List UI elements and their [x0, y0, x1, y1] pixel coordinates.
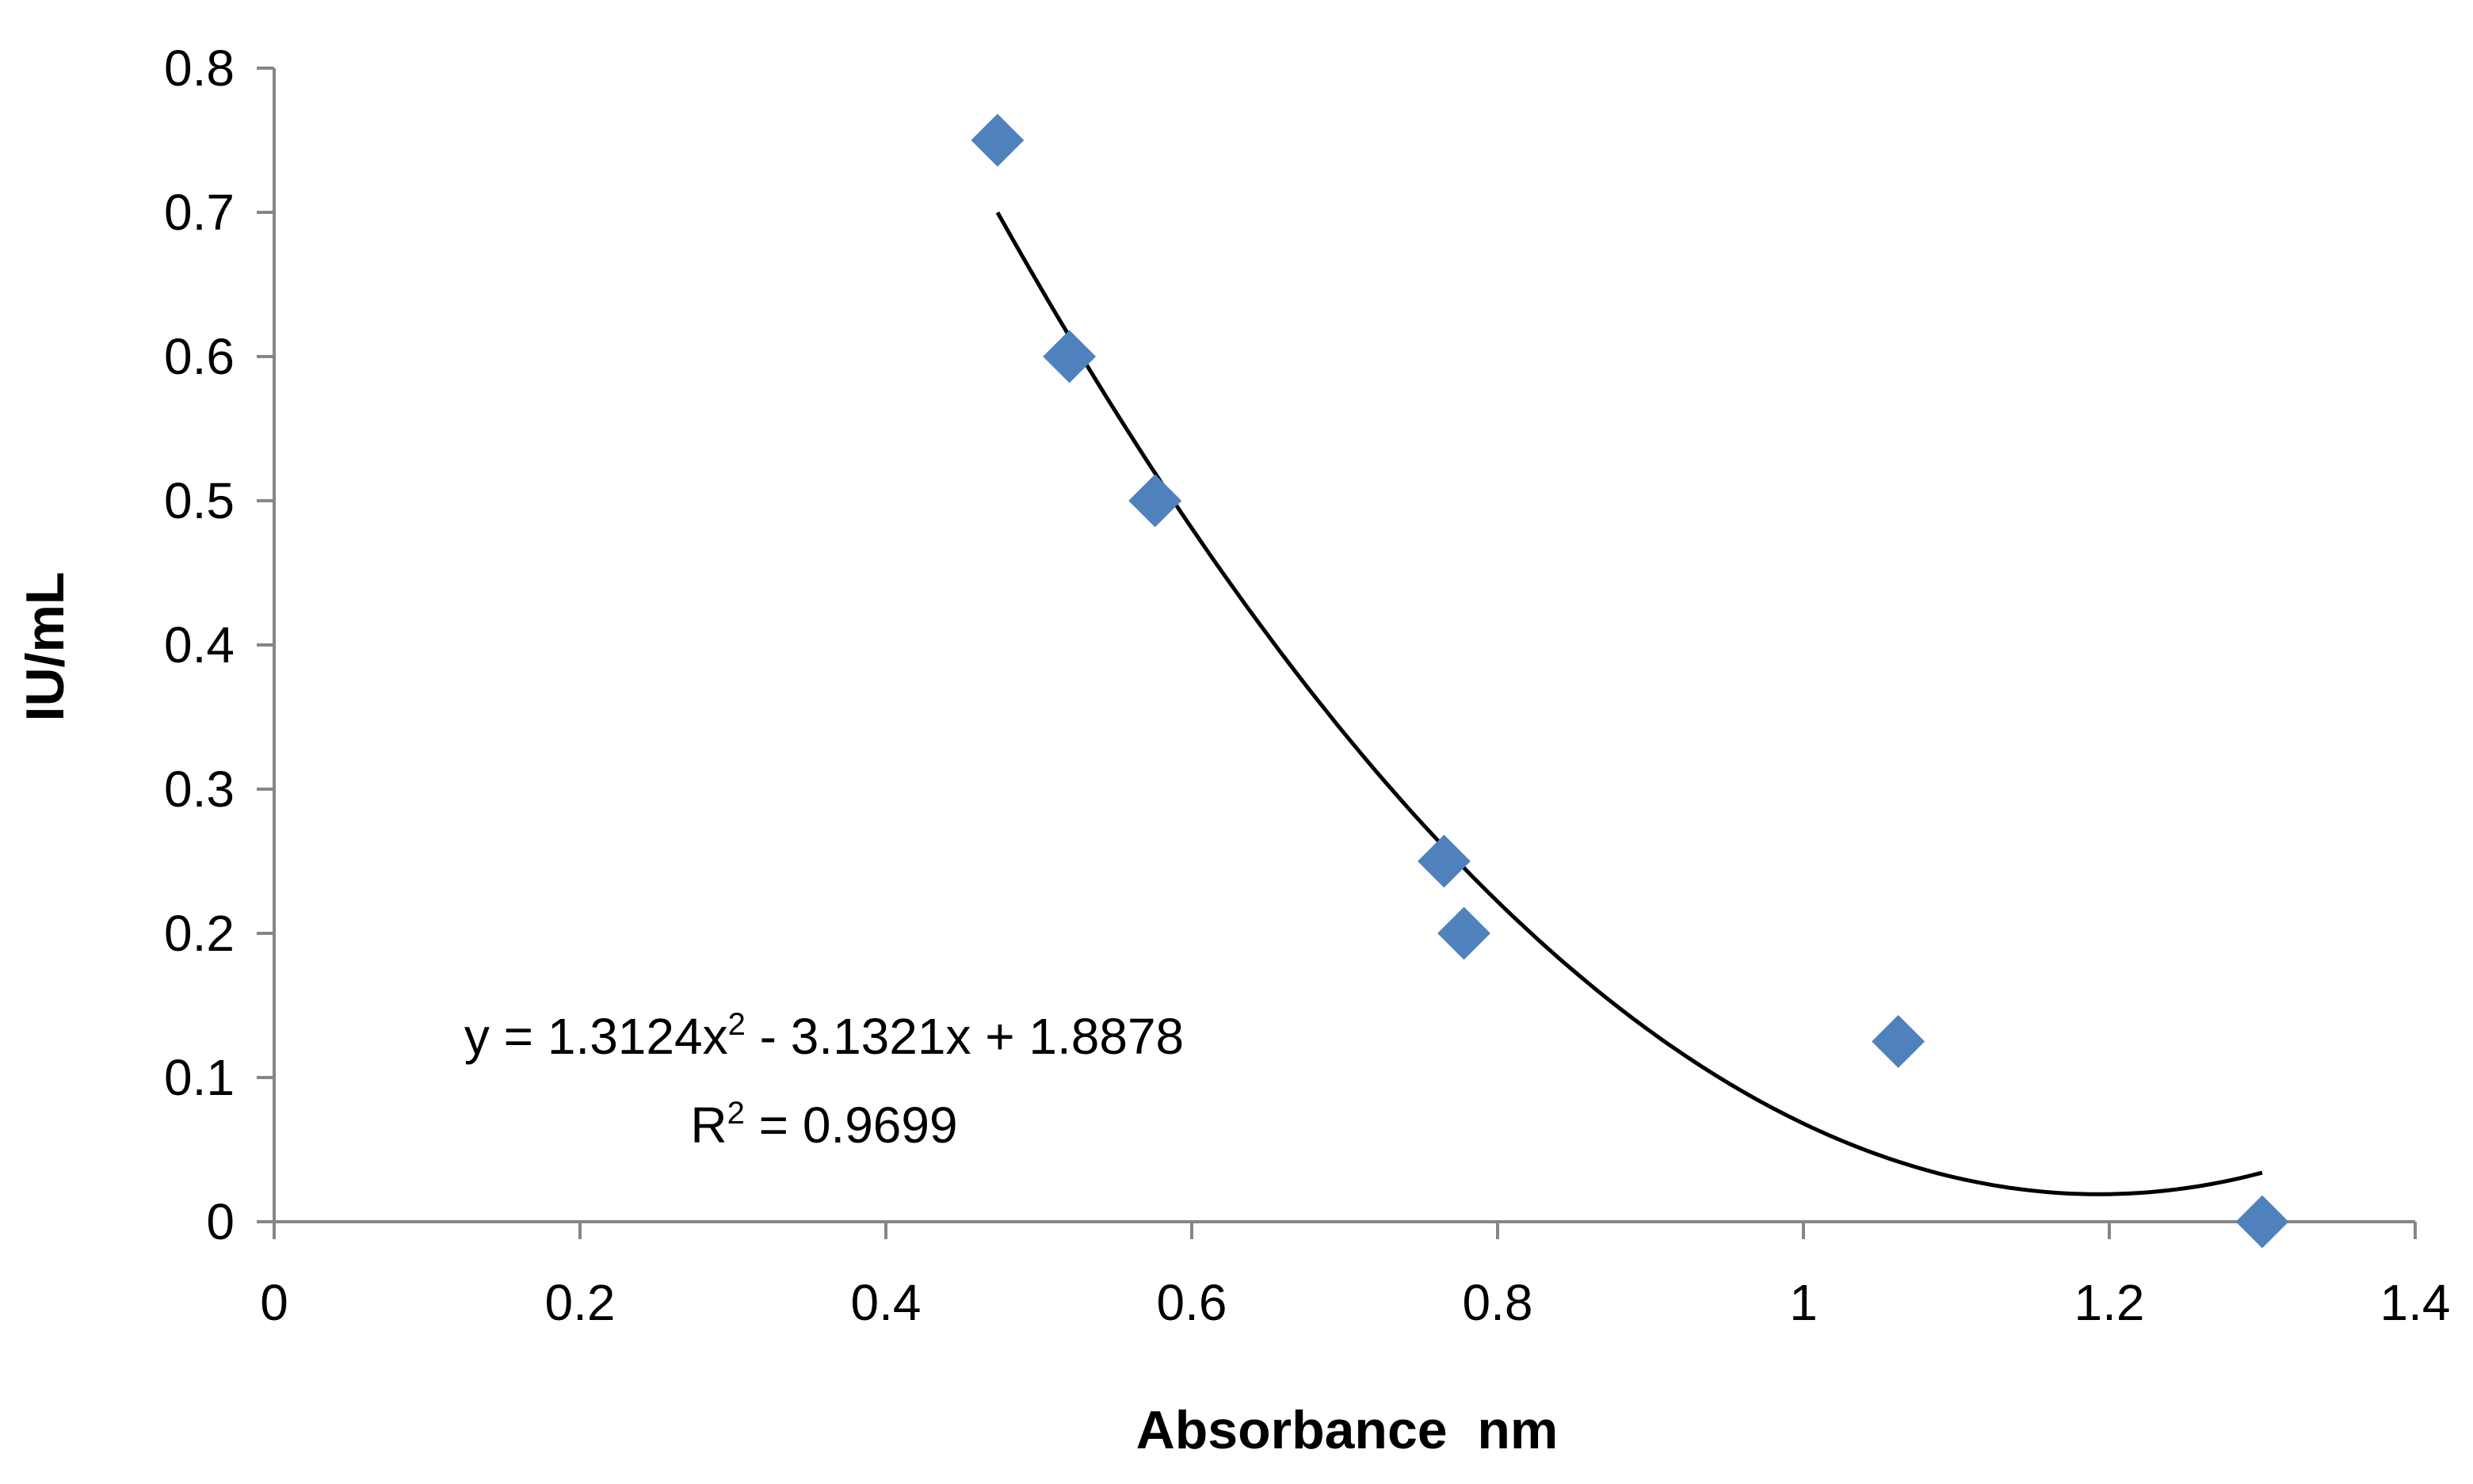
data-points [971, 113, 2289, 1249]
y-tick-label: 0.5 [164, 472, 235, 529]
trendline-group [995, 211, 2263, 1196]
x-axis-title: Absorbance nm [1136, 1400, 1559, 1460]
data-point-diamond [1418, 834, 1471, 888]
x-tick-label: 0 [260, 1274, 288, 1331]
r-squared-label: R2 = 0.9699 [690, 1096, 957, 1154]
trendline-equation: y = 1.3124x2 - 3.1321x + 1.8878 [464, 1007, 1184, 1065]
data-point-diamond [1043, 330, 1097, 383]
x-tick-label: 0.4 [851, 1274, 922, 1331]
data-point-diamond [971, 113, 1025, 167]
equation-suffix: - 3.1321x + 1.8878 [746, 1008, 1184, 1065]
y-tick-label: 0 [206, 1193, 235, 1250]
x-tick-label: 0.8 [1463, 1274, 1533, 1331]
data-point-diamond [1128, 474, 1182, 528]
y-tick-label: 0.4 [164, 616, 235, 673]
r2-suffix: = 0.9699 [745, 1097, 958, 1154]
x-tick-label: 0.2 [545, 1274, 616, 1331]
x-tick-label: 1.2 [2074, 1274, 2145, 1331]
data-point-diamond [2235, 1195, 2289, 1249]
trendline-curve [995, 211, 2263, 1196]
equation-exponent: 2 [728, 1007, 746, 1042]
equation-prefix: y = 1.3124x [464, 1008, 728, 1065]
tick-labels: 0 0.1 0.2 0.3 0.4 0.5 0.6 0.7 0.8 0 0.2 0.4 0.6 0.8 1 1… [164, 40, 2450, 1331]
x-tick-label: 0.6 [1157, 1274, 1227, 1331]
y-tick-label: 0.3 [164, 761, 235, 818]
y-tick-label: 0.8 [164, 40, 235, 97]
y-tick-label: 0.7 [164, 184, 235, 241]
data-point-diamond [1437, 906, 1490, 960]
x-tick-label: 1 [1789, 1274, 1818, 1331]
y-tick-label: 0.6 [164, 328, 235, 385]
axes [257, 67, 2417, 1239]
y-tick-label: 0.1 [164, 1049, 235, 1106]
data-point-diamond [1872, 1015, 1925, 1068]
x-tick-label: 1.4 [2380, 1274, 2451, 1331]
y-axis-title: IU/mL [15, 572, 75, 722]
r2-exponent: 2 [727, 1096, 745, 1131]
r2-prefix: R [690, 1097, 727, 1154]
y-tick-label: 0.2 [164, 905, 235, 962]
